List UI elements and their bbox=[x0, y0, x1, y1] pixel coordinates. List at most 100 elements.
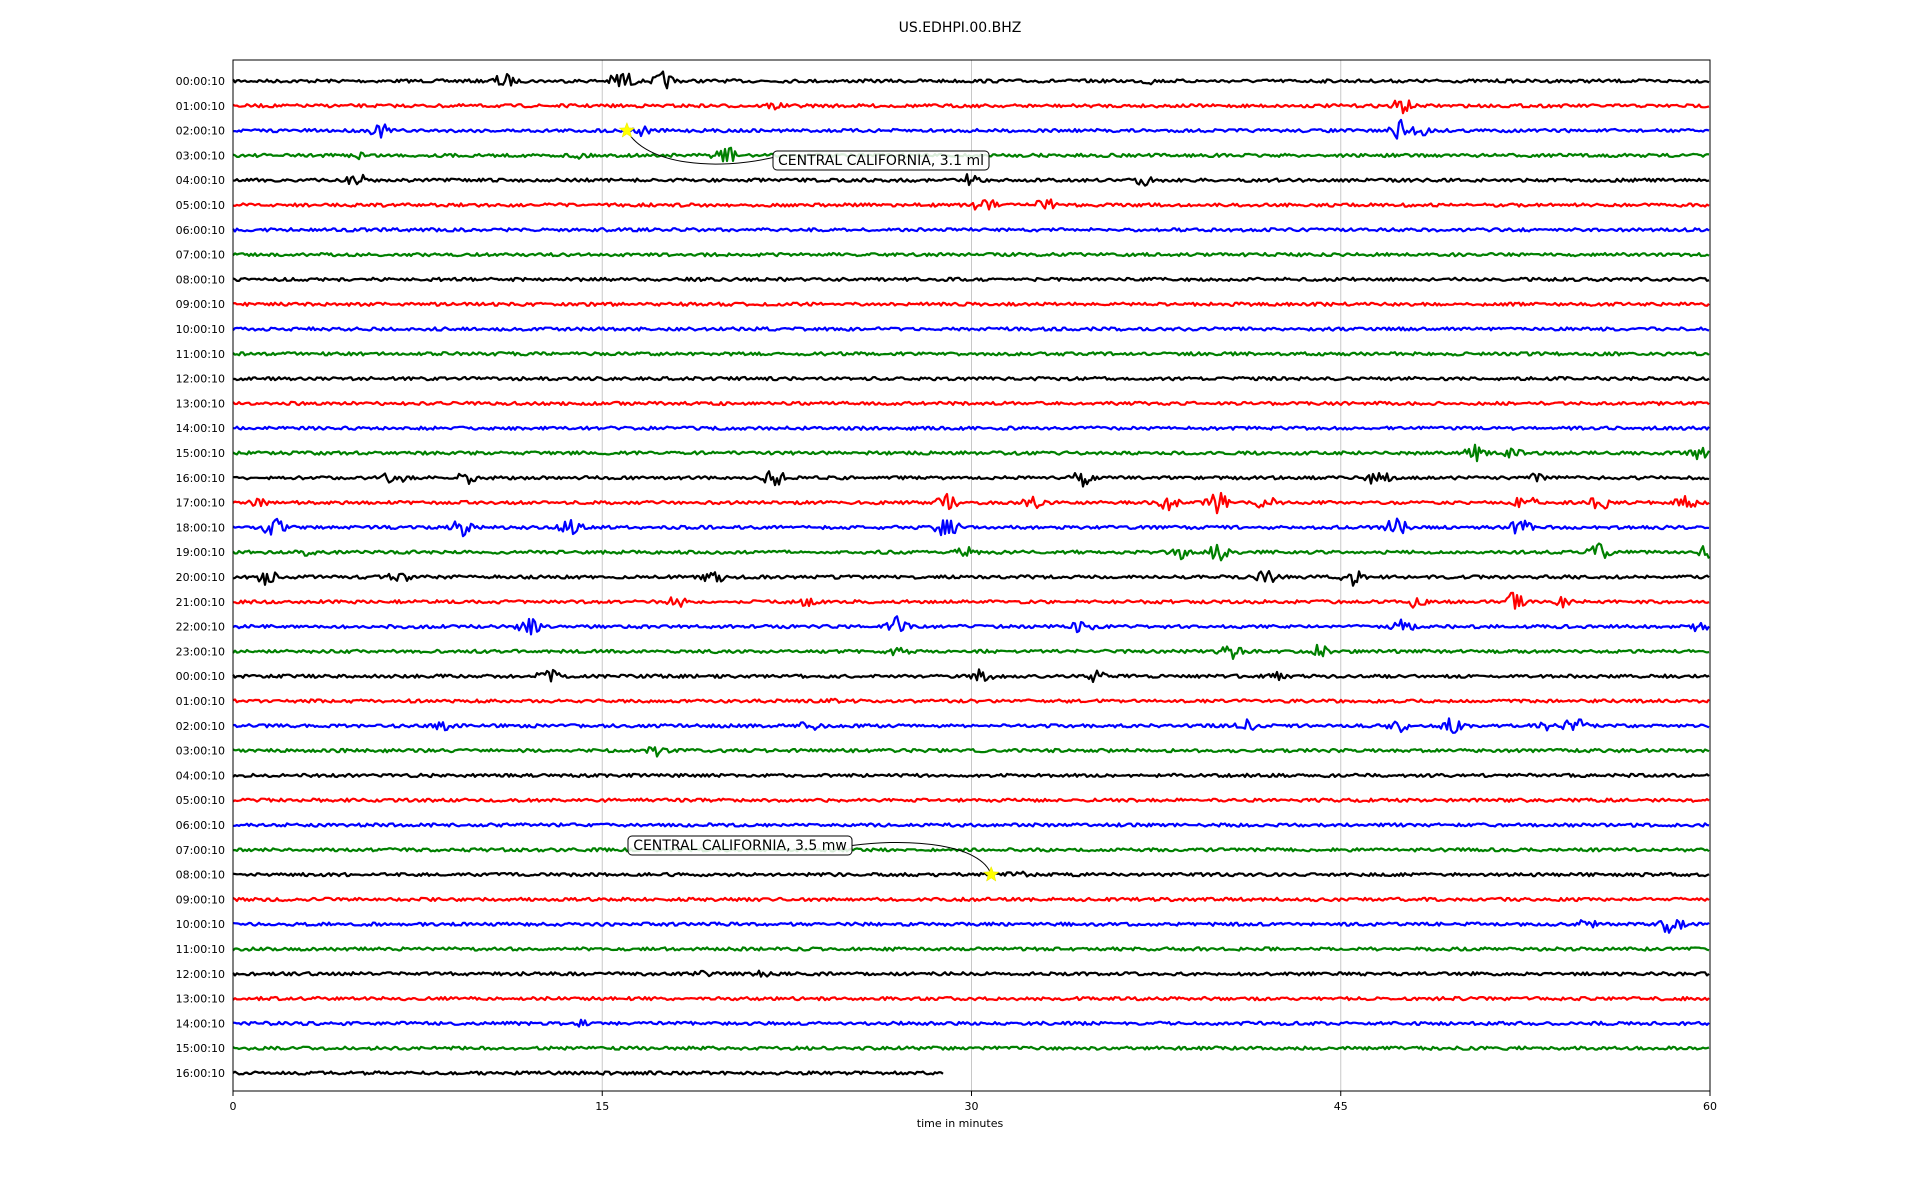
row-labels: 00:00:10 01:00:10 02:00:10 03:00:10 04:00:10… bbox=[176, 75, 225, 1080]
x-tick-label: 0 bbox=[230, 1100, 237, 1113]
trace-line bbox=[232, 542, 1711, 562]
row-label: 15:00:10 bbox=[176, 447, 225, 460]
row-label: 11:00:10 bbox=[176, 348, 225, 361]
row-label: 10:00:10 bbox=[176, 323, 225, 336]
trace-line bbox=[232, 375, 1710, 382]
trace-line bbox=[232, 896, 1710, 903]
row-label: 22:00:10 bbox=[176, 621, 225, 634]
trace-line bbox=[232, 517, 1710, 538]
row-label: 17:00:10 bbox=[176, 497, 225, 510]
row-label: 12:00:10 bbox=[176, 968, 225, 981]
trace-line bbox=[232, 717, 1710, 734]
row-label: 00:00:10 bbox=[176, 75, 225, 88]
row-label: 00:00:10 bbox=[176, 670, 225, 683]
row-label: 02:00:10 bbox=[176, 125, 225, 138]
row-label: 21:00:10 bbox=[176, 596, 225, 609]
row-label: 04:00:10 bbox=[176, 174, 225, 187]
row-label: 05:00:10 bbox=[176, 794, 225, 807]
event-label-box bbox=[772, 150, 990, 171]
event-connector bbox=[851, 841, 992, 875]
row-label: 01:00:10 bbox=[176, 100, 225, 113]
row-label: 23:00:10 bbox=[176, 645, 225, 658]
trace-line bbox=[232, 870, 1710, 878]
traces bbox=[232, 70, 1711, 1076]
trace-line bbox=[232, 251, 1710, 258]
row-label: 09:00:10 bbox=[176, 893, 225, 906]
row-label: 01:00:10 bbox=[176, 695, 225, 708]
trace-line bbox=[232, 276, 1710, 283]
trace-line bbox=[232, 797, 1710, 803]
row-label: 12:00:10 bbox=[176, 373, 225, 386]
trace-line bbox=[232, 969, 1710, 978]
row-label: 19:00:10 bbox=[176, 546, 225, 559]
row-label: 10:00:10 bbox=[176, 918, 225, 931]
trace-line bbox=[232, 668, 1710, 683]
trace-line bbox=[232, 301, 1710, 307]
trace-line bbox=[232, 822, 1710, 828]
row-label: 20:00:10 bbox=[176, 571, 225, 584]
event-star-marker bbox=[618, 121, 636, 138]
row-label: 16:00:10 bbox=[176, 1067, 225, 1080]
x-axis-ticks: 0 15 30 45 60 bbox=[230, 1091, 1717, 1113]
trace-line bbox=[232, 570, 1710, 587]
x-tick-label: 15 bbox=[595, 1100, 609, 1113]
x-axis-label: time in minutes bbox=[916, 1117, 1004, 1130]
trace-line bbox=[232, 351, 1710, 357]
trace-line bbox=[232, 1045, 1710, 1051]
trace-line bbox=[232, 591, 1710, 610]
trace-line bbox=[232, 491, 1710, 515]
event-label-box bbox=[627, 835, 853, 856]
x-tick-label: 45 bbox=[1334, 1100, 1348, 1113]
row-label: 02:00:10 bbox=[176, 720, 225, 733]
row-label: 14:00:10 bbox=[176, 422, 225, 435]
trace-line bbox=[232, 697, 1710, 704]
row-label: 08:00:10 bbox=[176, 273, 225, 286]
trace-line bbox=[232, 772, 1710, 779]
row-label: 03:00:10 bbox=[176, 745, 225, 758]
trace-line bbox=[232, 643, 1710, 660]
trace-line bbox=[232, 198, 1710, 211]
x-tick-label: 30 bbox=[965, 1100, 979, 1113]
trace-line bbox=[232, 425, 1710, 431]
trace-line bbox=[232, 326, 1710, 332]
trace-line bbox=[232, 99, 1710, 115]
row-label: 07:00:10 bbox=[176, 844, 225, 857]
trace-line bbox=[232, 919, 1710, 934]
row-label: 06:00:10 bbox=[176, 224, 225, 237]
trace-line bbox=[232, 847, 1710, 853]
trace-line bbox=[232, 70, 1710, 90]
trace-line bbox=[232, 1018, 1710, 1028]
trace-line bbox=[232, 995, 1710, 1002]
trace-line bbox=[232, 1070, 944, 1076]
x-tick-label: 60 bbox=[1703, 1100, 1717, 1113]
row-label: 18:00:10 bbox=[176, 521, 225, 534]
trace-line bbox=[232, 470, 1710, 488]
row-label: 13:00:10 bbox=[176, 397, 225, 410]
row-label: 03:00:10 bbox=[176, 149, 225, 162]
row-label: 06:00:10 bbox=[176, 819, 225, 832]
row-label: 13:00:10 bbox=[176, 993, 225, 1006]
trace-line bbox=[232, 746, 1710, 758]
trace-line bbox=[232, 946, 1710, 952]
event-annotations: CENTRAL CALIFORNIA, 3.1 ml CENTRAL CALIFO… bbox=[618, 121, 1000, 882]
row-label: 11:00:10 bbox=[176, 943, 225, 956]
trace-line bbox=[232, 615, 1710, 636]
trace-line bbox=[232, 118, 1710, 140]
chart-title: US.EDHPI.00.BHZ bbox=[898, 20, 1022, 36]
row-label: 05:00:10 bbox=[176, 199, 225, 212]
event-connector bbox=[626, 130, 774, 165]
row-label: 04:00:10 bbox=[176, 769, 225, 782]
trace-line bbox=[232, 173, 1710, 187]
row-label: 09:00:10 bbox=[176, 298, 225, 311]
row-label: 15:00:10 bbox=[176, 1042, 225, 1055]
trace-line bbox=[232, 443, 1710, 463]
row-label: 14:00:10 bbox=[176, 1017, 225, 1030]
event-label: CENTRAL CALIFORNIA, 3.5 mw bbox=[633, 838, 847, 854]
event-star-marker bbox=[982, 865, 1000, 882]
trace-line bbox=[232, 227, 1710, 233]
trace-line bbox=[232, 400, 1710, 407]
row-label: 07:00:10 bbox=[176, 249, 225, 262]
row-label: 08:00:10 bbox=[176, 869, 225, 882]
event-label: CENTRAL CALIFORNIA, 3.1 ml bbox=[778, 153, 984, 169]
